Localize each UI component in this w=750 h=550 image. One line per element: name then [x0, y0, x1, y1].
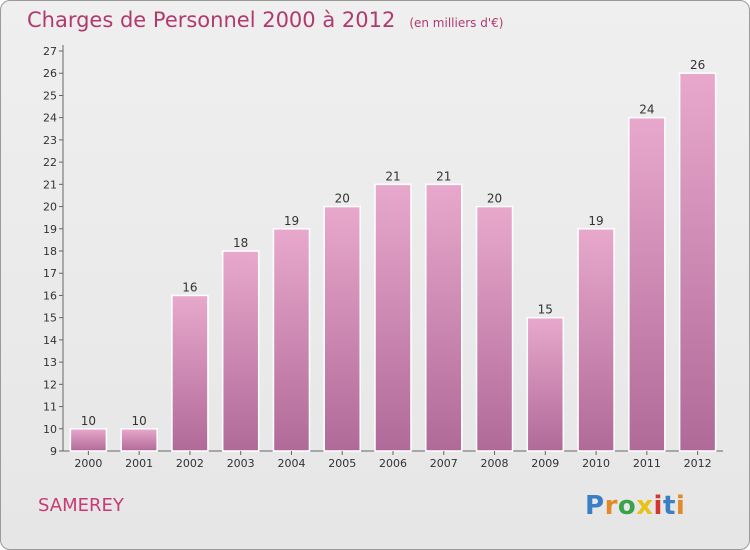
logo-letter: i — [675, 491, 686, 521]
bar — [678, 72, 717, 452]
bar — [526, 316, 565, 452]
y-tick-label: 12 — [43, 378, 57, 391]
x-tick-label: 2004 — [277, 457, 305, 470]
bar — [475, 205, 514, 452]
y-tick-label: 13 — [43, 356, 57, 369]
x-tick-label: 2005 — [328, 457, 356, 470]
logo-letter: t — [662, 491, 676, 521]
y-tick-label: 20 — [43, 201, 57, 214]
y-tick-label: 9 — [50, 445, 57, 458]
logo-letter: i — [653, 491, 663, 521]
bar-value-label: 19 — [588, 214, 603, 228]
bar-value-label: 26 — [690, 58, 705, 72]
y-tick-label: 11 — [43, 401, 57, 414]
y-tick-label: 21 — [43, 178, 57, 191]
x-tick-label: 2000 — [74, 457, 102, 470]
y-tick-label: 22 — [43, 156, 57, 169]
bar-value-label: 10 — [81, 414, 96, 428]
y-tick-label: 19 — [43, 223, 57, 236]
y-tick-label: 26 — [43, 67, 57, 80]
x-tick-label: 2010 — [582, 457, 610, 470]
x-tick-label: 2012 — [684, 457, 712, 470]
x-tick-label: 2002 — [176, 457, 204, 470]
logo-letter: x — [636, 491, 654, 521]
x-tick-label: 2006 — [379, 457, 407, 470]
place-name: SAMEREY — [38, 495, 124, 516]
y-tick-label: 23 — [43, 134, 57, 147]
bar-value-label: 15 — [538, 303, 553, 317]
logo-letter: r — [604, 491, 618, 521]
x-tick-label: 2009 — [531, 457, 559, 470]
bar-value-label: 21 — [436, 169, 451, 183]
bar — [374, 183, 412, 452]
y-tick-label: 14 — [43, 334, 57, 347]
proxiti-logo: Proxiti — [585, 491, 685, 521]
x-tick-label: 2008 — [481, 457, 509, 470]
x-tick-label: 2007 — [430, 457, 458, 470]
x-tick-label: 2011 — [633, 457, 661, 470]
bar-value-label: 10 — [132, 414, 147, 428]
y-tick-label: 17 — [43, 267, 57, 280]
y-tick-label: 24 — [43, 112, 57, 125]
y-tick-label: 27 — [43, 45, 57, 58]
chart-title: Charges de Personnel 2000 à 2012 — [27, 8, 396, 32]
bar-value-label: 19 — [284, 214, 299, 228]
bar — [120, 428, 158, 452]
bar-value-label: 20 — [487, 192, 502, 206]
bar — [323, 205, 361, 452]
y-tick-label: 10 — [43, 423, 57, 436]
bar — [425, 183, 463, 452]
bar — [272, 228, 311, 452]
bar — [577, 228, 615, 452]
bar — [171, 294, 209, 452]
y-tick-label: 18 — [43, 245, 57, 258]
bar-value-label: 18 — [233, 236, 248, 250]
bar — [221, 250, 260, 452]
bar-value-label: 21 — [385, 169, 400, 183]
y-tick-label: 16 — [43, 289, 57, 302]
bar-value-label: 20 — [335, 192, 350, 206]
x-tick-label: 2003 — [227, 457, 255, 470]
title-row: Charges de Personnel 2000 à 2012 (en mill… — [27, 8, 503, 32]
logo-letter: P — [585, 491, 605, 521]
x-tick-label: 2001 — [125, 457, 153, 470]
bar — [628, 116, 666, 452]
chart-subtitle: (en milliers d'€) — [409, 16, 504, 30]
y-tick-label: 15 — [43, 312, 57, 325]
y-tick-label: 25 — [43, 89, 57, 102]
bar — [69, 428, 108, 452]
logo-letter: o — [617, 491, 637, 521]
bar-value-label: 24 — [639, 103, 654, 117]
bar-value-label: 16 — [182, 280, 197, 294]
